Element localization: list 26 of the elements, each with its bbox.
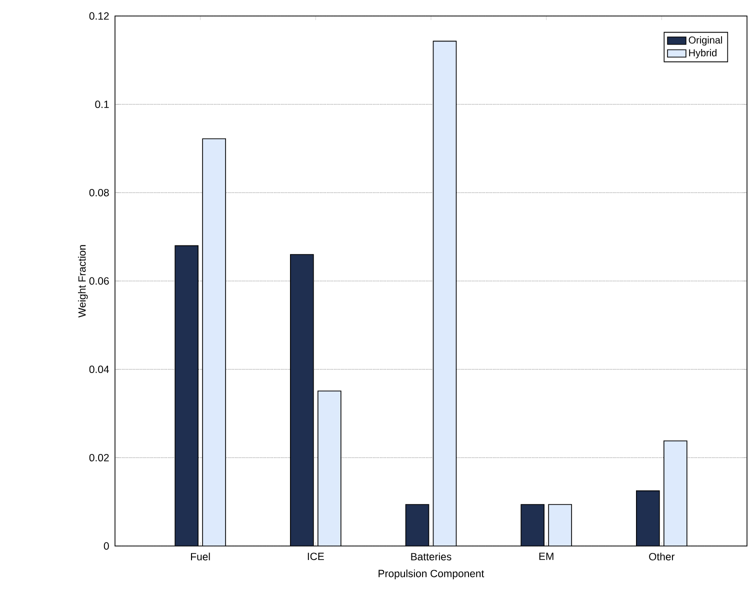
x-tick-label: ICE <box>308 552 324 560</box>
x-tick-label: EM <box>539 552 554 560</box>
bar <box>548 504 572 546</box>
legend-label: Original <box>688 36 722 46</box>
bar <box>290 254 314 546</box>
bar <box>174 245 198 546</box>
y-tick-label: 0 <box>104 542 109 550</box>
x-axis-title: Propulsion Component <box>378 570 484 580</box>
y-axis-title: Weight Fraction <box>78 245 88 318</box>
y-tick-label: 0.06 <box>89 277 109 285</box>
y-tick-label: 0.04 <box>89 366 109 374</box>
x-tick-label: Batteries <box>411 552 452 560</box>
x-tick-label: Other <box>649 552 675 560</box>
y-tick-label: 0.02 <box>89 454 109 462</box>
bar <box>636 490 660 546</box>
x-tick-label: Fuel <box>191 552 210 560</box>
bar <box>405 504 430 546</box>
bar <box>432 40 457 546</box>
y-tick-label: 0.1 <box>95 100 109 108</box>
y-tick-label: 0.12 <box>89 12 109 20</box>
bar <box>520 504 544 546</box>
bar <box>664 440 688 546</box>
legend-label: Hybrid <box>689 49 716 58</box>
bar <box>318 390 342 546</box>
bar <box>202 138 226 546</box>
y-tick-label: 0.08 <box>89 188 109 196</box>
